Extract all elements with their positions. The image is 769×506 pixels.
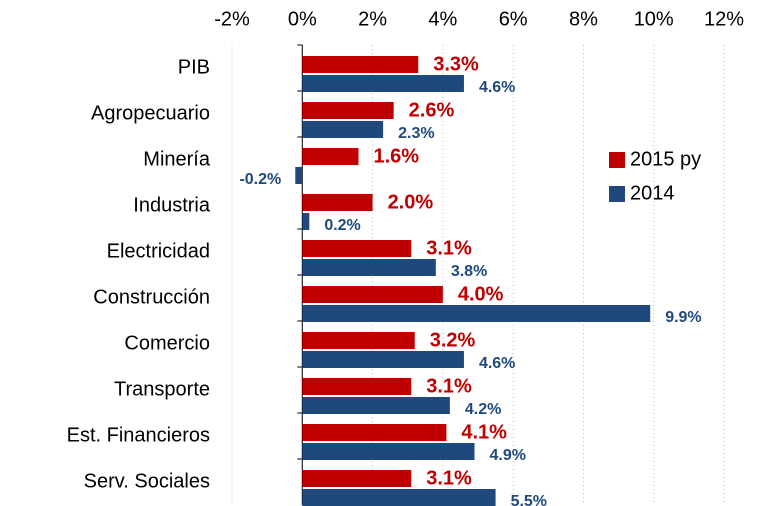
data-label: 4.6% — [479, 79, 515, 96]
bar — [302, 305, 651, 322]
data-label: 3.8% — [451, 263, 487, 280]
legend-label: 2015 py — [630, 148, 701, 170]
y-tick-label: Electricidad — [107, 240, 210, 262]
bar — [302, 148, 359, 165]
bar — [302, 489, 496, 506]
y-tick-label: Est. Financieros — [67, 424, 210, 446]
y-tick-label: Comercio — [124, 332, 210, 354]
data-label: 1.6% — [374, 145, 420, 167]
x-tick-label: 10% — [634, 8, 674, 30]
bar — [302, 240, 412, 257]
data-label: 4.0% — [458, 283, 504, 305]
data-label: 0.2% — [324, 217, 360, 234]
bar — [302, 102, 394, 119]
legend-label: 2014 — [630, 182, 675, 204]
y-tick-label: PIB — [178, 56, 210, 78]
bar — [302, 351, 464, 368]
bar — [302, 443, 475, 460]
bar — [302, 332, 415, 349]
bar — [302, 121, 384, 138]
y-tick-label: Construcción — [93, 286, 210, 308]
x-tick-label: 0% — [288, 8, 317, 30]
data-label: 2.3% — [398, 125, 434, 142]
data-label: 4.9% — [489, 447, 525, 464]
x-tick-label: -2% — [214, 8, 250, 30]
y-tick-label: Industria — [133, 194, 211, 216]
bar — [302, 286, 443, 303]
bar — [302, 213, 310, 230]
y-tick-label: Agropecuario — [91, 102, 210, 124]
x-tick-label: 4% — [428, 8, 457, 30]
data-label: -0.2% — [239, 171, 281, 188]
bar — [302, 397, 450, 414]
data-label: 3.2% — [430, 329, 476, 351]
legend-swatch — [609, 186, 625, 202]
y-tick-label: Minería — [143, 148, 211, 170]
bar — [302, 424, 447, 441]
data-label: 4.2% — [465, 401, 501, 418]
y-tick-label: Transporte — [114, 378, 210, 400]
data-label: 3.1% — [426, 375, 472, 397]
data-label: 2.0% — [388, 191, 434, 213]
bar — [302, 75, 464, 92]
bar — [302, 194, 373, 211]
bar — [295, 167, 303, 184]
data-label: 5.5% — [511, 493, 547, 506]
data-label: 2.6% — [409, 99, 455, 121]
data-label: 4.1% — [461, 421, 507, 443]
bar — [302, 470, 412, 487]
x-tick-label: 8% — [569, 8, 598, 30]
data-label: 3.3% — [433, 53, 479, 75]
data-label: 9.9% — [665, 309, 701, 326]
y-tick-label: Serv. Sociales — [84, 470, 210, 492]
x-tick-label: 2% — [358, 8, 387, 30]
data-label: 4.6% — [479, 355, 515, 372]
x-tick-label: 12% — [704, 8, 744, 30]
x-tick-label: 6% — [499, 8, 528, 30]
bar — [302, 378, 412, 395]
bar — [302, 259, 436, 276]
data-label: 3.1% — [426, 467, 472, 489]
legend-swatch — [609, 152, 625, 168]
bar — [302, 56, 419, 73]
data-label: 3.1% — [426, 237, 472, 259]
